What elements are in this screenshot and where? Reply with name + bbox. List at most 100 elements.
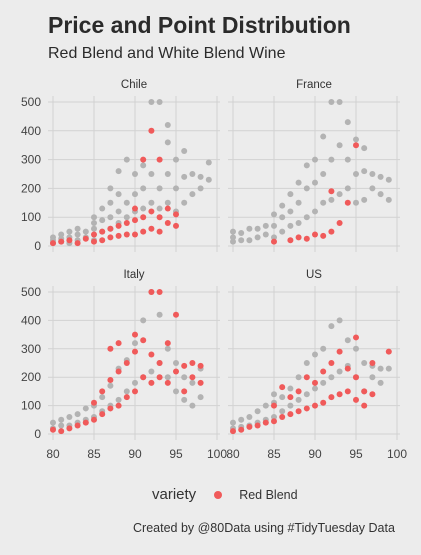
point-other (148, 199, 155, 206)
point-red-blend (287, 237, 294, 244)
point-red-blend (164, 379, 171, 386)
y-tick-label: 100 (21, 210, 41, 224)
point-other (312, 385, 318, 392)
point-red-blend (353, 142, 359, 149)
point-other (262, 231, 269, 238)
x-tick-label: 100 (207, 447, 227, 461)
point-other (353, 136, 359, 143)
point-other (328, 196, 335, 203)
point-red-blend (140, 214, 147, 221)
point-red-blend (115, 340, 122, 347)
point-other (271, 413, 277, 420)
point-other (254, 408, 261, 415)
point-red-blend (132, 348, 138, 355)
point-other (254, 225, 261, 232)
point-other (91, 214, 97, 221)
point-other (99, 394, 106, 401)
point-other (344, 156, 351, 163)
point-other (336, 191, 343, 198)
y-tick-label: 400 (21, 124, 41, 138)
point-red-blend (279, 384, 286, 391)
point-red-blend (156, 214, 163, 221)
point-red-blend (82, 235, 89, 242)
facet-label-chile: Chile (121, 79, 147, 91)
point-red-blend (181, 362, 188, 369)
point-other (295, 396, 302, 403)
point-other (303, 162, 310, 169)
point-other (328, 156, 335, 163)
point-red-blend (115, 368, 122, 375)
point-other (246, 237, 253, 244)
point-other (164, 199, 171, 206)
point-other (336, 99, 343, 105)
point-red-blend (336, 348, 343, 355)
point-red-blend (328, 228, 335, 235)
point-red-blend (107, 234, 114, 241)
point-other (189, 171, 196, 177)
point-other (385, 365, 392, 372)
point-other (66, 228, 73, 235)
point-other (140, 317, 147, 324)
point-other (336, 142, 343, 149)
point-other (279, 214, 286, 221)
point-other (181, 173, 188, 180)
legend-key-red-blend (214, 490, 223, 499)
point-other (115, 208, 122, 215)
point-red-blend (369, 360, 376, 366)
point-red-blend (99, 228, 106, 235)
point-red-blend (173, 311, 179, 318)
y-tick-label: 0 (34, 427, 41, 441)
point-other (107, 382, 114, 389)
point-other (50, 419, 56, 426)
point-red-blend (91, 238, 97, 245)
point-other (320, 199, 327, 206)
point-red-blend (132, 388, 138, 395)
point-other (140, 205, 147, 212)
point-red-blend (320, 368, 327, 375)
point-other (123, 388, 130, 395)
point-other (287, 191, 294, 198)
point-red-blend (303, 235, 310, 242)
x-tick-label: 85 (267, 447, 281, 461)
point-red-blend (148, 289, 155, 295)
legend-title: variety (152, 486, 197, 503)
facet-panel-us: US 80 85 90 95 100 (226, 269, 407, 461)
point-red-blend (320, 399, 327, 406)
point-other (377, 191, 384, 198)
point-red-blend (173, 368, 179, 375)
point-red-blend (82, 419, 89, 426)
point-red-blend (197, 379, 204, 386)
point-red-blend (279, 413, 286, 420)
point-red-blend (189, 360, 196, 366)
point-other (271, 222, 277, 229)
point-red-blend (123, 219, 130, 226)
point-red-blend (107, 377, 114, 384)
point-other (230, 228, 236, 235)
point-other (361, 145, 368, 152)
y-tick-label: 400 (21, 313, 41, 327)
point-red-blend (74, 422, 81, 429)
y-tick-label: 100 (21, 399, 41, 413)
legend: variety Red Blend (152, 486, 298, 503)
x-tick-label: 90 (308, 447, 322, 461)
point-other (353, 199, 359, 206)
point-red-blend (156, 228, 163, 235)
point-red-blend (328, 360, 335, 366)
point-other (156, 311, 163, 318)
point-red-blend (123, 231, 130, 238)
facet-label-italy: Italy (123, 269, 144, 281)
point-red-blend (107, 345, 114, 352)
point-red-blend (66, 237, 73, 244)
point-other (303, 185, 310, 192)
point-other (123, 214, 130, 221)
point-other (132, 379, 138, 386)
point-other (91, 219, 97, 226)
point-other (205, 176, 212, 183)
point-other (287, 385, 294, 392)
point-other (132, 340, 138, 347)
point-other (303, 360, 310, 366)
point-other (148, 368, 155, 375)
point-other (238, 237, 245, 244)
point-other (369, 171, 376, 177)
